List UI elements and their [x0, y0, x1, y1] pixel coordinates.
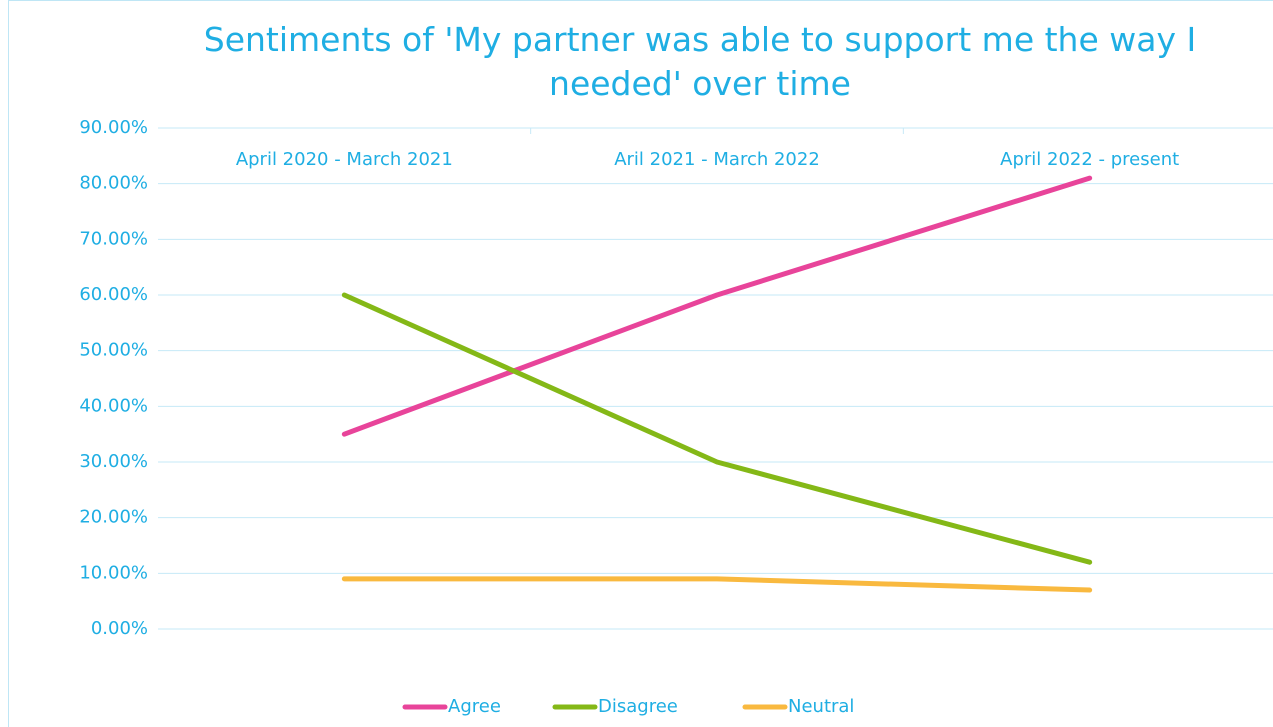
- y-tick-label: 90.00%: [79, 117, 148, 138]
- y-tick-label: 20.00%: [79, 507, 148, 528]
- chart-title: Sentiments of 'My partner was able to su…: [203, 20, 1197, 103]
- legend-label: Neutral: [788, 696, 854, 717]
- y-tick-label: 10.00%: [79, 562, 148, 583]
- y-tick-label: 60.00%: [79, 284, 148, 305]
- y-tick-label: 30.00%: [79, 451, 148, 472]
- legend-label: Agree: [448, 696, 501, 717]
- x-tick-label: Aril 2021 - March 2022: [614, 149, 820, 170]
- x-tick-label: April 2020 - March 2021: [236, 149, 453, 170]
- series-line: [341, 175, 1093, 437]
- x-tick-label: April 2022 - present: [1000, 149, 1179, 170]
- y-tick-label: 50.00%: [79, 340, 148, 361]
- series-line: [341, 576, 1093, 593]
- y-tick-label: 80.00%: [79, 173, 148, 194]
- series-line: [341, 292, 1093, 565]
- y-tick-label: 70.00%: [79, 228, 148, 249]
- y-tick-label: 40.00%: [79, 395, 148, 416]
- chart-border: [8, 0, 1273, 727]
- y-tick-label: 0.00%: [91, 618, 148, 639]
- legend-label: Disagree: [598, 696, 678, 717]
